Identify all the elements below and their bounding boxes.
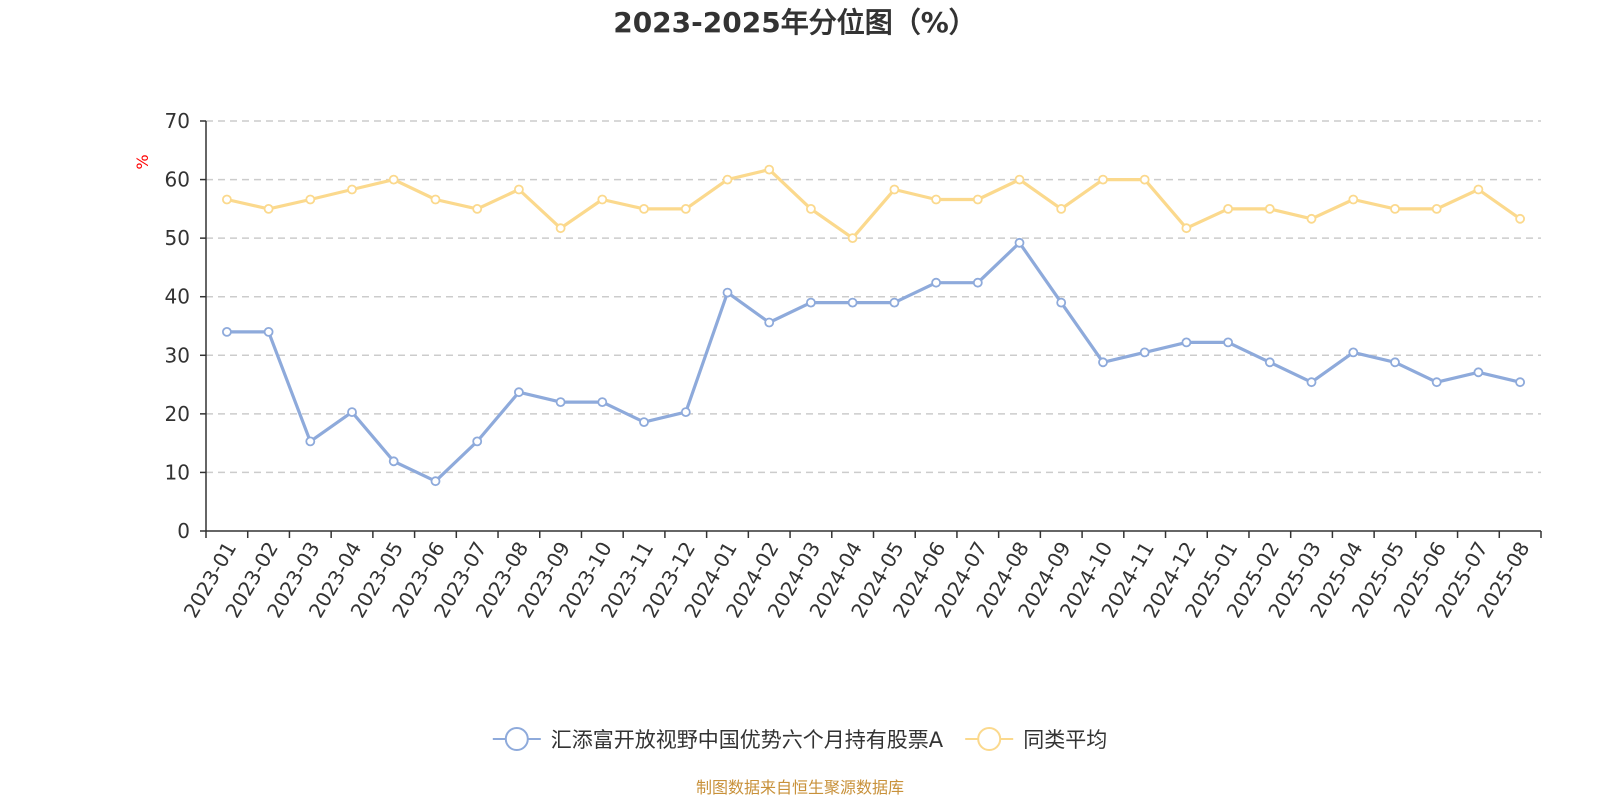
data-point[interactable] bbox=[1515, 213, 1525, 224]
data-point[interactable] bbox=[1181, 223, 1192, 234]
data-point[interactable] bbox=[889, 184, 900, 195]
data-point[interactable] bbox=[764, 317, 775, 328]
data-point[interactable] bbox=[1223, 337, 1233, 348]
data-point[interactable] bbox=[1098, 174, 1108, 185]
data-point[interactable] bbox=[1515, 377, 1525, 388]
data-point[interactable] bbox=[1223, 203, 1233, 214]
data-point[interactable] bbox=[1056, 297, 1067, 308]
data-point[interactable] bbox=[1306, 213, 1317, 224]
legend[interactable]: 汇添富开放视野中国优势六个月持有股票A 同类平均 bbox=[492, 727, 1107, 752]
data-point[interactable] bbox=[1014, 237, 1025, 248]
y-tick-label: 50 bbox=[165, 226, 190, 250]
data-point[interactable] bbox=[847, 297, 858, 308]
legend-label: 同类平均 bbox=[1023, 728, 1107, 752]
data-point[interactable] bbox=[1264, 203, 1275, 214]
series-group bbox=[221, 237, 1525, 487]
legend-item[interactable]: 汇添富开放视野中国优势六个月持有股票A bbox=[492, 727, 944, 752]
y-tick-label: 10 bbox=[165, 460, 190, 484]
data-point[interactable] bbox=[430, 476, 441, 487]
data-point[interactable] bbox=[1431, 377, 1442, 388]
data-point[interactable] bbox=[472, 203, 483, 214]
data-point[interactable] bbox=[722, 287, 733, 298]
data-point[interactable] bbox=[555, 223, 566, 234]
y-tick-label: 30 bbox=[165, 343, 190, 367]
data-point[interactable] bbox=[722, 174, 733, 185]
data-point[interactable] bbox=[1264, 357, 1275, 368]
data-point[interactable] bbox=[764, 164, 775, 175]
data-point[interactable] bbox=[639, 417, 649, 428]
data-point[interactable] bbox=[680, 407, 691, 418]
chart-title: 2023-2025年分位图（%） bbox=[613, 6, 977, 39]
data-point[interactable] bbox=[639, 203, 649, 214]
data-point[interactable] bbox=[806, 203, 816, 214]
data-point[interactable] bbox=[1348, 347, 1359, 358]
data-point[interactable] bbox=[305, 436, 316, 447]
legend-marker-icon bbox=[977, 727, 1002, 751]
data-point[interactable] bbox=[972, 194, 983, 205]
data-point[interactable] bbox=[514, 387, 524, 398]
data-point[interactable] bbox=[263, 326, 274, 337]
y-tick-label: 0 bbox=[177, 519, 190, 543]
series-lines bbox=[221, 164, 1525, 487]
data-point[interactable] bbox=[597, 397, 608, 408]
data-point[interactable] bbox=[305, 194, 316, 205]
data-point[interactable] bbox=[1473, 184, 1484, 195]
data-point[interactable] bbox=[555, 397, 566, 408]
data-point[interactable] bbox=[931, 277, 941, 288]
data-point[interactable] bbox=[1390, 357, 1400, 368]
data-point[interactable] bbox=[514, 184, 524, 195]
data-point[interactable] bbox=[430, 194, 441, 205]
source-note: 制图数据来自恒生聚源数据库 bbox=[696, 778, 904, 797]
data-point[interactable] bbox=[972, 277, 983, 288]
data-point[interactable] bbox=[388, 456, 399, 467]
data-point[interactable] bbox=[680, 203, 691, 214]
data-point[interactable] bbox=[472, 436, 483, 447]
series-line bbox=[226, 241, 1521, 483]
y-tick-label: 40 bbox=[165, 285, 190, 309]
data-point[interactable] bbox=[221, 326, 232, 337]
data-point[interactable] bbox=[1306, 377, 1317, 388]
data-point[interactable] bbox=[1390, 203, 1400, 214]
data-point[interactable] bbox=[847, 233, 858, 244]
data-point[interactable] bbox=[221, 194, 232, 205]
grid-lines bbox=[206, 120, 1541, 474]
series-group bbox=[221, 164, 1525, 244]
legend-marker-icon bbox=[504, 727, 529, 751]
legend-item[interactable]: 同类平均 bbox=[965, 727, 1107, 752]
data-point[interactable] bbox=[1181, 337, 1192, 348]
data-point[interactable] bbox=[889, 297, 900, 308]
data-point[interactable] bbox=[347, 184, 357, 195]
data-point[interactable] bbox=[1139, 174, 1150, 185]
data-point[interactable] bbox=[388, 174, 399, 185]
legend-label: 汇添富开放视野中国优势六个月持有股票A bbox=[551, 728, 944, 752]
y-axis-unit-label: % bbox=[133, 154, 152, 169]
data-point[interactable] bbox=[1098, 357, 1108, 368]
series-line bbox=[226, 168, 1522, 240]
data-point[interactable] bbox=[1473, 367, 1484, 378]
data-point[interactable] bbox=[931, 194, 941, 205]
data-point[interactable] bbox=[1431, 203, 1442, 214]
data-point[interactable] bbox=[597, 194, 608, 205]
data-point[interactable] bbox=[263, 203, 274, 214]
data-point[interactable] bbox=[347, 407, 357, 418]
data-point[interactable] bbox=[1348, 194, 1359, 205]
y-tick-label: 70 bbox=[165, 109, 190, 133]
y-tick-label: 20 bbox=[165, 402, 190, 426]
data-point[interactable] bbox=[1056, 203, 1067, 214]
data-point[interactable] bbox=[806, 297, 816, 308]
data-point[interactable] bbox=[1139, 347, 1150, 358]
data-point[interactable] bbox=[1014, 174, 1025, 185]
y-tick-label: 60 bbox=[165, 168, 190, 192]
